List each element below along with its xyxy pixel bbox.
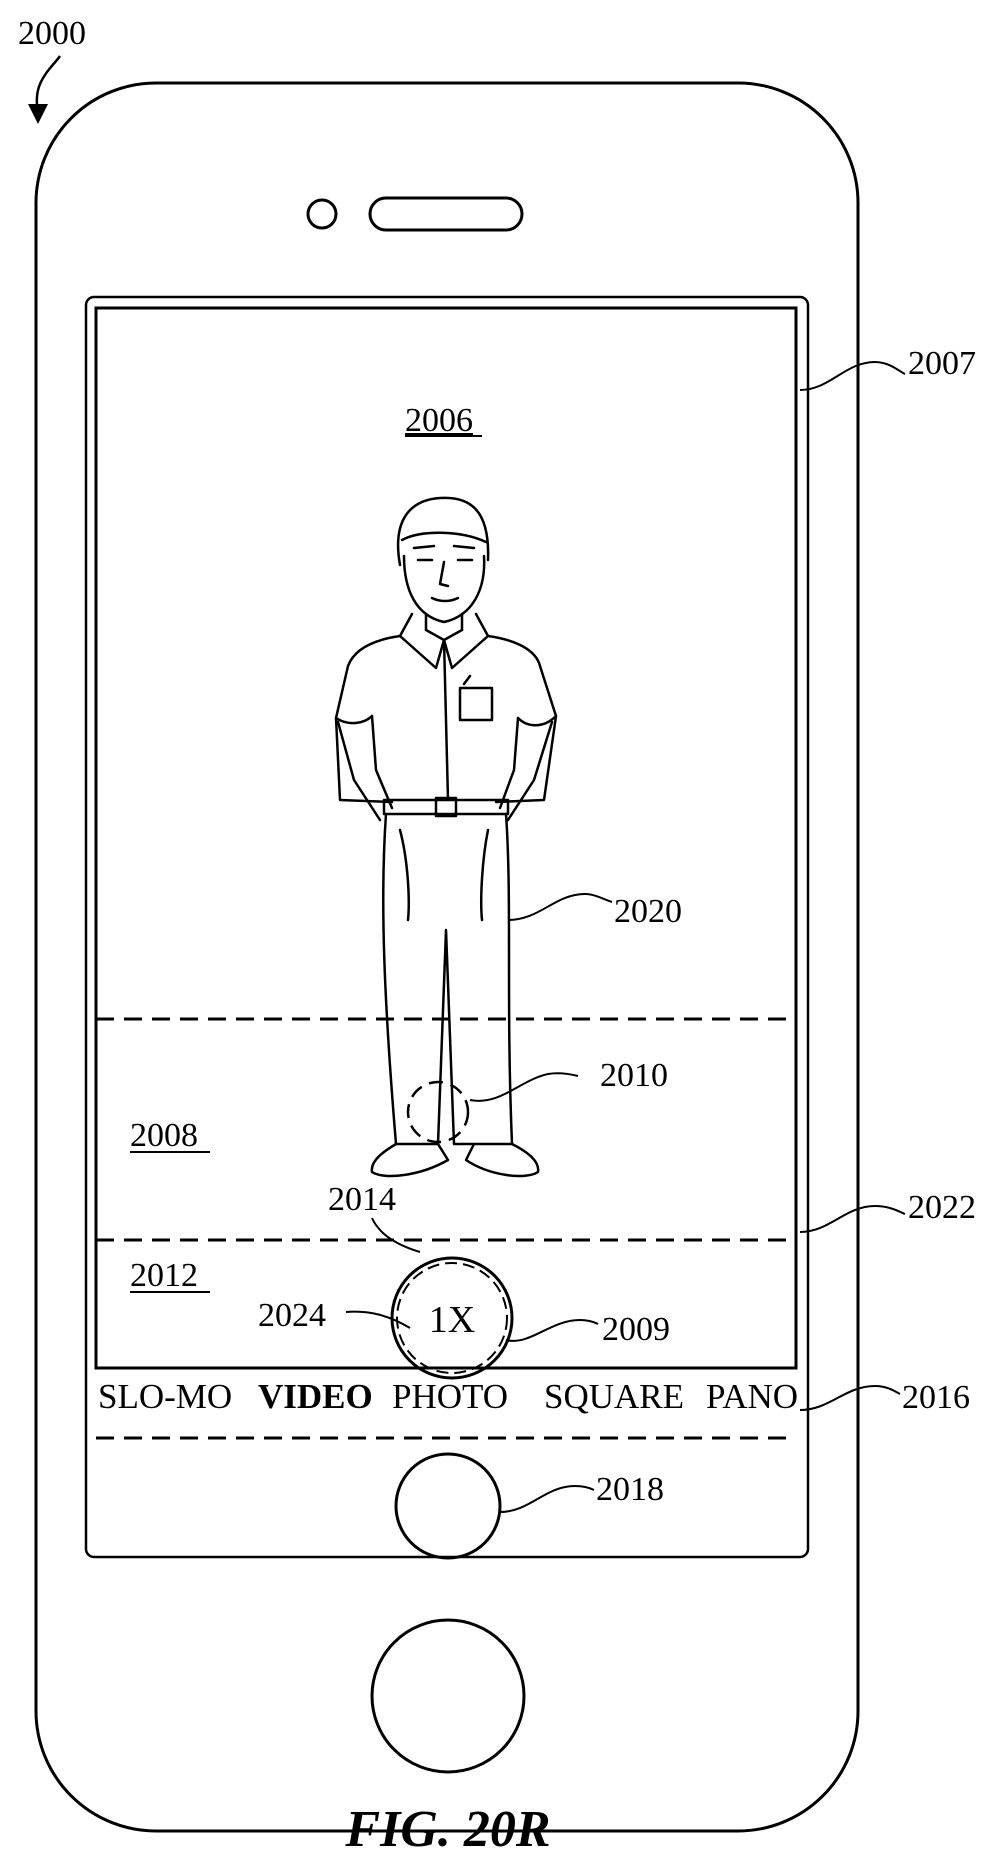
zoom-affordance-leader-line [506,1320,598,1341]
device-ref-arrowhead [28,104,48,124]
zoom-control-area-label: 2010 [600,1057,668,1094]
camera-display-region [96,308,796,1368]
shutter-button[interactable] [396,1454,500,1558]
camera-mode-selector: SLO-MO VIDEO PHOTO SQUARE PANO [98,1377,798,1416]
device-ref-label: 2000 [18,15,86,52]
person-subject [336,498,556,1176]
earpiece-icon [370,198,522,230]
camera-display-region-label: 2007 [908,345,976,382]
mode-selector-label: 2016 [902,1379,970,1416]
zoom-button-leader-line [372,1218,420,1252]
zoom-indicator-ref-label: 2024 [258,1297,326,1334]
front-camera-icon [308,200,336,228]
camera-display-leader-line [800,362,905,390]
mode-slo-mo[interactable]: SLO-MO [98,1377,232,1416]
zoom-indicator-leader-line [346,1312,410,1328]
mode-photo[interactable]: PHOTO [392,1377,508,1416]
device-ref-arrow [37,56,60,112]
viewfinder-region-label: 2006 [405,402,473,439]
zoom-level-text: 1X [429,1299,475,1341]
region-boundary-label: 2022 [908,1189,976,1226]
mode-pano[interactable]: PANO [706,1377,798,1416]
region-boundary-leader-line [800,1206,905,1232]
mode-selector-leader-line [800,1386,900,1410]
shutter-label: 2018 [596,1471,664,1508]
home-button[interactable] [372,1620,524,1772]
mode-square[interactable]: SQUARE [544,1377,684,1416]
zoom-button-ref-label: 2014 [328,1181,396,1218]
zoom-affordance-label: 2009 [602,1311,670,1348]
region-2012-label: 2012 [130,1257,198,1294]
shutter-leader-line [500,1486,594,1512]
mode-video[interactable]: VIDEO [258,1377,373,1416]
zoom-control-area-leader-line [470,1073,578,1101]
subject-leader-line [508,894,612,920]
subject-label: 2020 [614,893,682,930]
figure-caption: FIG. 20R [344,1801,550,1856]
region-2008-label: 2008 [130,1117,198,1154]
